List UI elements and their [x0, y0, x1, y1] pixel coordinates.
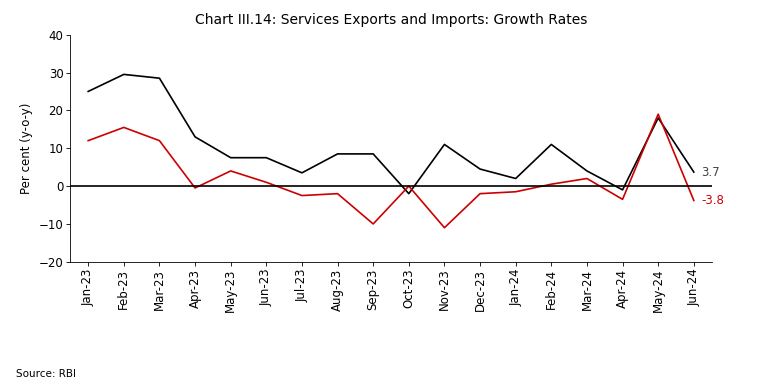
Imports: [439, 226, 449, 230]
Imports: [333, 191, 343, 196]
Imports: [689, 198, 698, 203]
Exports: [475, 167, 485, 171]
Imports: [262, 180, 271, 185]
Exports: [333, 152, 343, 156]
Exports: [511, 176, 520, 181]
Imports: [119, 125, 128, 130]
Text: 3.7: 3.7: [701, 166, 719, 179]
Imports: [190, 186, 199, 190]
Imports: [404, 184, 414, 188]
Text: Source: RBI: Source: RBI: [16, 369, 76, 379]
Exports: [439, 142, 449, 147]
Line: Imports: Imports: [88, 114, 694, 228]
Exports: [84, 89, 93, 94]
Exports: [547, 142, 556, 147]
Y-axis label: Per cent (y-o-y): Per cent (y-o-y): [20, 102, 33, 194]
Exports: [689, 170, 698, 174]
Imports: [654, 112, 663, 117]
Exports: [654, 116, 663, 120]
Imports: [84, 138, 93, 143]
Exports: [262, 156, 271, 160]
Imports: [226, 169, 235, 173]
Line: Exports: Exports: [88, 74, 694, 194]
Imports: [475, 191, 485, 196]
Imports: [297, 193, 307, 198]
Imports: [583, 176, 592, 181]
Title: Chart III.14: Services Exports and Imports: Growth Rates: Chart III.14: Services Exports and Impor…: [195, 13, 587, 27]
Text: -3.8: -3.8: [701, 194, 724, 207]
Exports: [190, 135, 199, 139]
Imports: [155, 138, 164, 143]
Exports: [404, 191, 414, 196]
Imports: [547, 182, 556, 186]
Imports: [511, 189, 520, 194]
Exports: [618, 187, 627, 192]
Exports: [226, 156, 235, 160]
Exports: [368, 152, 378, 156]
Exports: [583, 169, 592, 173]
Imports: [368, 222, 378, 226]
Exports: [119, 72, 128, 77]
Exports: [297, 171, 307, 175]
Imports: [618, 197, 627, 202]
Exports: [155, 76, 164, 80]
